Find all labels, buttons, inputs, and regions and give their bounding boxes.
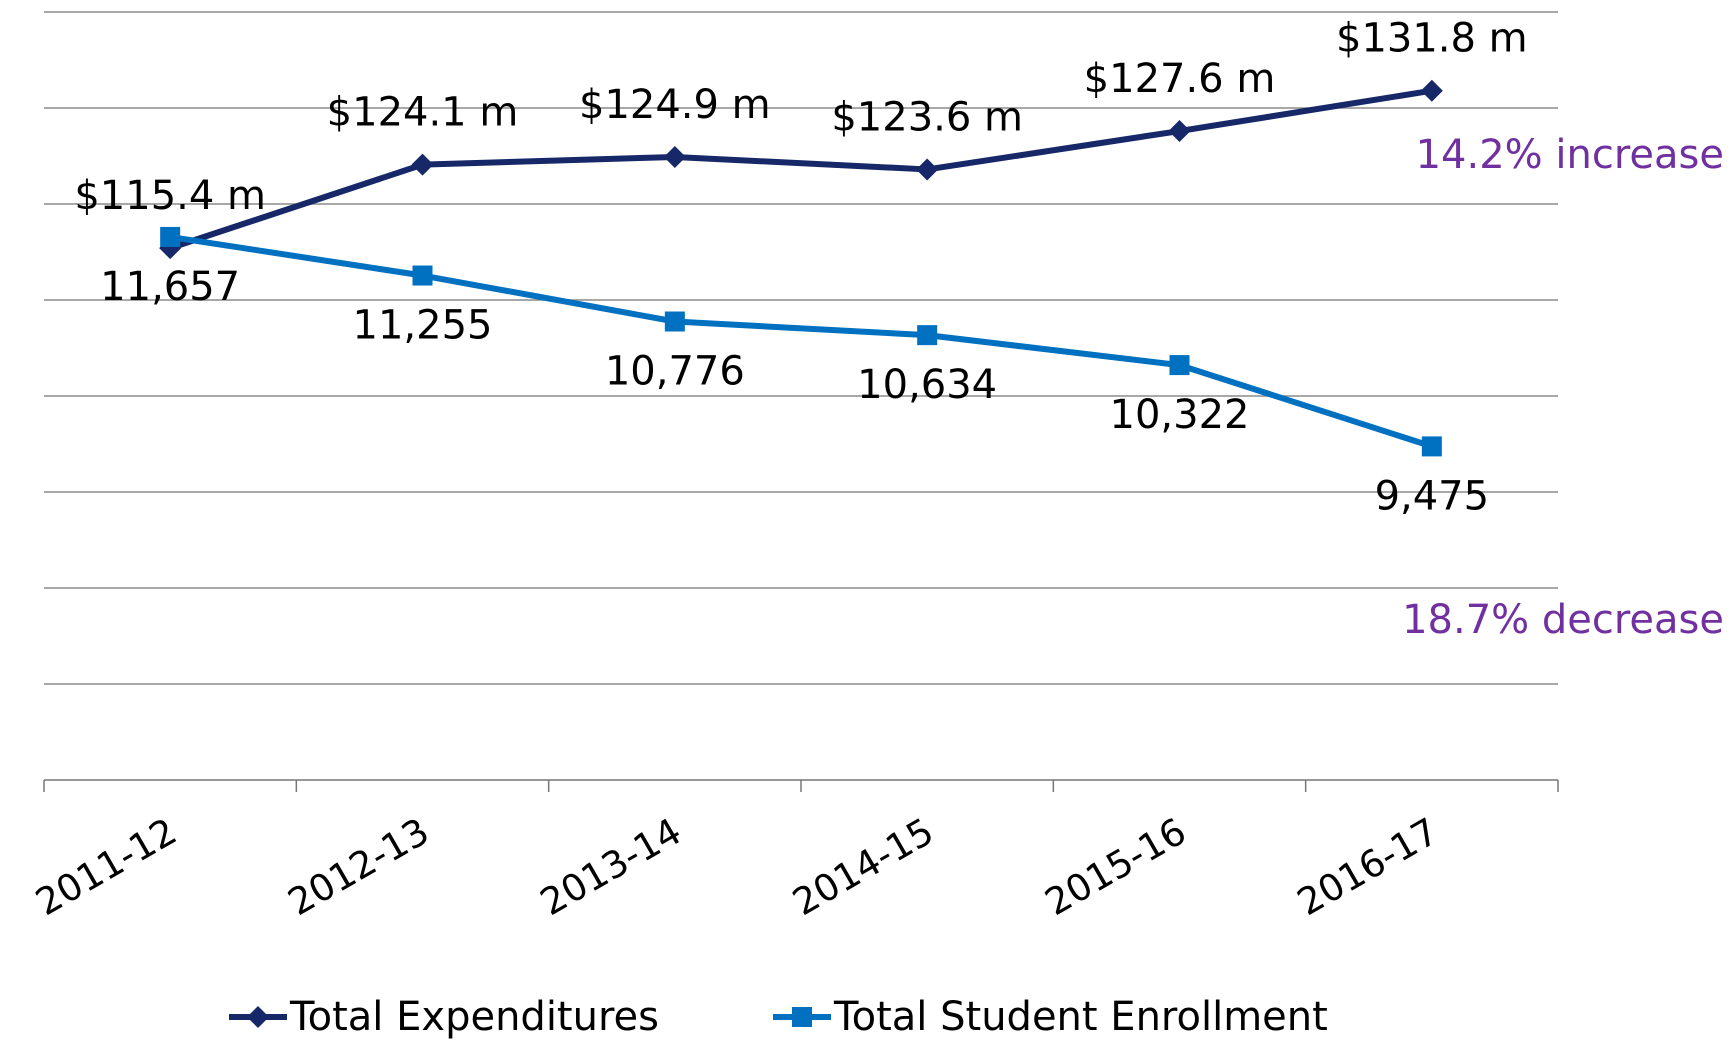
data-label: 9,475 bbox=[1375, 473, 1490, 519]
data-label: $127.6 m bbox=[1084, 56, 1276, 102]
data-label: $131.8 m bbox=[1336, 16, 1528, 62]
marker bbox=[411, 153, 434, 176]
x-tick-label: 2011-12 bbox=[29, 810, 184, 925]
marker bbox=[412, 265, 433, 286]
marker bbox=[1168, 120, 1191, 143]
legend-marker bbox=[247, 1006, 269, 1028]
data-label: $124.1 m bbox=[327, 90, 519, 136]
legend-item: Total Student Enrollment bbox=[773, 994, 1328, 1040]
marker bbox=[1169, 355, 1190, 376]
data-label: 10,776 bbox=[605, 349, 745, 395]
legend-label: Total Expenditures bbox=[289, 994, 659, 1040]
data-label: $123.6 m bbox=[831, 94, 1023, 140]
marker bbox=[1420, 79, 1443, 102]
x-tick-label: 2015-16 bbox=[1038, 810, 1193, 925]
x-tick-label: 2013-14 bbox=[533, 810, 688, 925]
data-label: 10,634 bbox=[857, 362, 997, 408]
marker bbox=[160, 226, 181, 247]
data-label: 11,657 bbox=[100, 264, 240, 310]
marker bbox=[1421, 436, 1442, 457]
data-label: $115.4 m bbox=[74, 173, 266, 219]
data-label: 10,322 bbox=[1110, 392, 1250, 438]
legend-item: Total Expenditures bbox=[229, 994, 659, 1040]
annotation: 18.7% decrease bbox=[1402, 597, 1724, 643]
marker bbox=[916, 158, 939, 181]
marker bbox=[664, 311, 685, 332]
annotation: 14.2% increase bbox=[1416, 132, 1724, 178]
x-tick-label: 2014-15 bbox=[786, 810, 941, 925]
legend-marker bbox=[792, 1007, 812, 1027]
marker bbox=[917, 325, 938, 346]
data-label: $124.9 m bbox=[579, 82, 771, 128]
series-line bbox=[169, 87, 1433, 252]
legend-label: Total Student Enrollment bbox=[833, 994, 1328, 1040]
marker bbox=[663, 145, 686, 168]
x-tick-label: 2016-17 bbox=[1290, 810, 1445, 925]
x-tick-label: 2012-13 bbox=[281, 810, 436, 925]
data-label: 11,255 bbox=[353, 303, 493, 349]
series-line bbox=[169, 233, 1433, 450]
